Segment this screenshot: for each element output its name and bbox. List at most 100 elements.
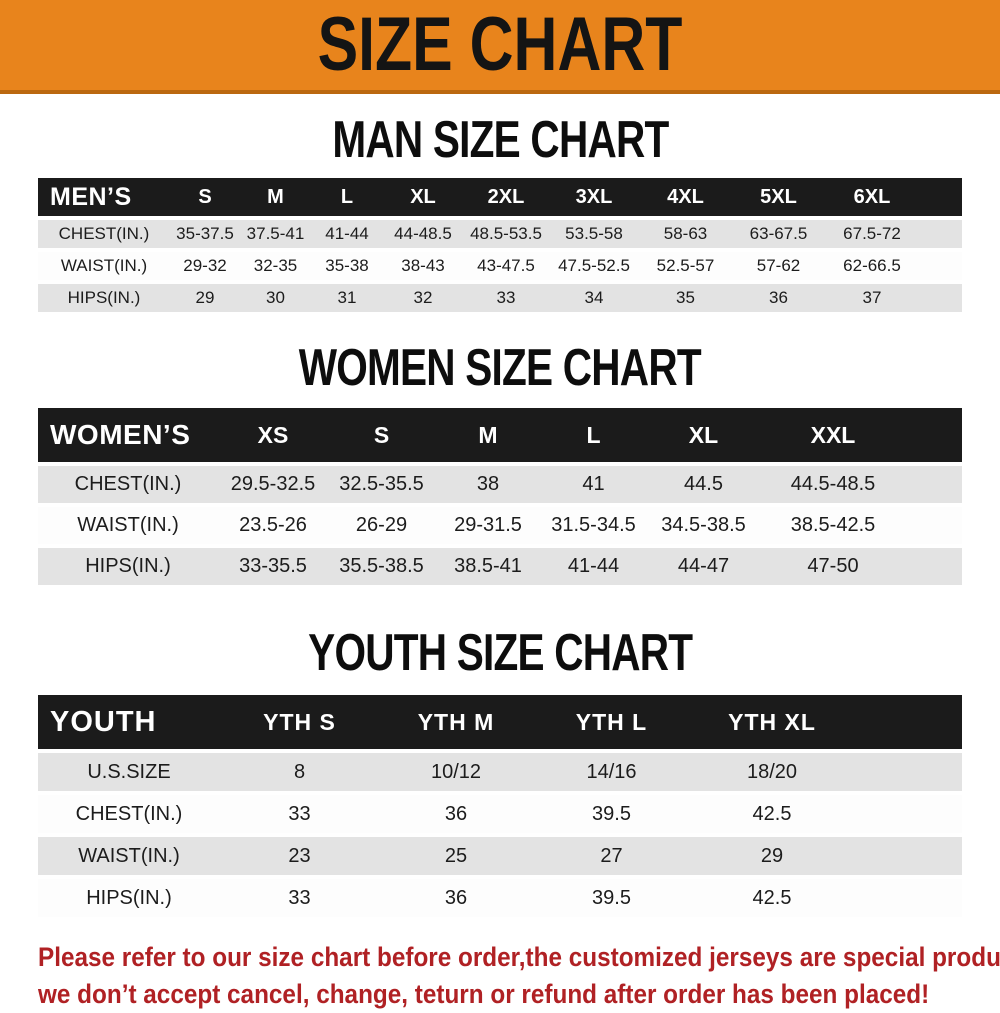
size-cell: 29 — [170, 284, 240, 312]
size-cell-filler — [854, 795, 962, 833]
size-cell: 41-44 — [541, 548, 646, 585]
youth-section-heading: YOUTH SIZE CHART — [0, 627, 1000, 679]
women-col-header: XS — [218, 408, 328, 462]
youth-col-header: YTH L — [533, 695, 690, 749]
women-header-row: WOMEN’S XS S M L XL XXL — [38, 408, 962, 462]
size-cell: 32.5-35.5 — [328, 466, 435, 503]
women-section-heading: WOMEN SIZE CHART — [0, 342, 1000, 394]
size-cell: 31 — [311, 284, 383, 312]
youth-size-table: YOUTH YTH S YTH M YTH L YTH XL U.S.SIZE … — [38, 691, 962, 921]
size-cell: 57-62 — [732, 252, 825, 280]
size-cell-filler — [919, 252, 962, 280]
size-cell: 52.5-57 — [639, 252, 732, 280]
men-col-header: 6XL — [825, 178, 919, 216]
women-header-filler — [905, 408, 962, 462]
size-cell: 23.5-26 — [218, 507, 328, 544]
size-cell-filler — [905, 548, 962, 585]
women-col-header: XXL — [761, 408, 905, 462]
youth-col-header: YTH S — [220, 695, 379, 749]
men-waist-row: WAIST(IN.) 29-32 32-35 35-38 38-43 43-47… — [38, 252, 962, 280]
size-cell: 58-63 — [639, 220, 732, 248]
women-col-header: S — [328, 408, 435, 462]
men-header-filler — [919, 178, 962, 216]
size-cell: 37.5-41 — [240, 220, 311, 248]
men-col-header: M — [240, 178, 311, 216]
size-cell: 44.5-48.5 — [761, 466, 905, 503]
youth-col-header: YTH M — [379, 695, 533, 749]
size-cell: 26-29 — [328, 507, 435, 544]
size-cell-filler — [854, 837, 962, 875]
size-cell: 38 — [435, 466, 541, 503]
banner: SIZE CHART — [0, 0, 1000, 94]
size-cell: 35.5-38.5 — [328, 548, 435, 585]
women-col-header: XL — [646, 408, 761, 462]
size-cell: 29-32 — [170, 252, 240, 280]
size-cell: 35-37.5 — [170, 220, 240, 248]
women-waist-row: WAIST(IN.) 23.5-26 26-29 29-31.5 31.5-34… — [38, 507, 962, 544]
men-chest-row: CHEST(IN.) 35-37.5 37.5-41 41-44 44-48.5… — [38, 220, 962, 248]
size-cell: 44.5 — [646, 466, 761, 503]
youth-section-heading-text: YOUTH SIZE CHART — [307, 624, 693, 682]
men-col-header: 2XL — [463, 178, 549, 216]
size-cell: 39.5 — [533, 879, 690, 917]
size-cell: 29 — [690, 837, 854, 875]
size-cell: 39.5 — [533, 795, 690, 833]
size-cell: 14/16 — [533, 753, 690, 791]
youth-hips-row: HIPS(IN.) 33 36 39.5 42.5 — [38, 879, 962, 917]
women-section-heading-text: WOMEN SIZE CHART — [298, 339, 702, 397]
row-label: CHEST(IN.) — [38, 220, 170, 248]
page-title: SIZE CHART — [317, 2, 683, 87]
size-cell: 35-38 — [311, 252, 383, 280]
size-cell: 67.5-72 — [825, 220, 919, 248]
row-label: CHEST(IN.) — [38, 466, 218, 503]
youth-header-filler — [854, 695, 962, 749]
size-cell: 27 — [533, 837, 690, 875]
size-cell: 48.5-53.5 — [463, 220, 549, 248]
youth-ussize-row: U.S.SIZE 8 10/12 14/16 18/20 — [38, 753, 962, 791]
size-cell: 8 — [220, 753, 379, 791]
size-cell: 23 — [220, 837, 379, 875]
men-col-header: 4XL — [639, 178, 732, 216]
women-size-table: WOMEN’S XS S M L XL XXL CHEST(IN.) 29.5-… — [38, 404, 962, 589]
size-cell: 32-35 — [240, 252, 311, 280]
size-cell: 35 — [639, 284, 732, 312]
size-cell: 29-31.5 — [435, 507, 541, 544]
size-cell: 32 — [383, 284, 463, 312]
size-cell: 31.5-34.5 — [541, 507, 646, 544]
youth-col-header: YTH XL — [690, 695, 854, 749]
size-cell: 33 — [463, 284, 549, 312]
men-col-header: L — [311, 178, 383, 216]
size-cell: 33 — [220, 879, 379, 917]
men-hips-row: HIPS(IN.) 29 30 31 32 33 34 35 36 37 — [38, 284, 962, 312]
size-cell: 42.5 — [690, 879, 854, 917]
size-cell-filler — [905, 466, 962, 503]
size-cell: 43-47.5 — [463, 252, 549, 280]
size-cell-filler — [905, 507, 962, 544]
men-corner-label: MEN’S — [38, 178, 170, 216]
size-cell-filler — [854, 879, 962, 917]
size-cell-filler — [919, 220, 962, 248]
size-cell: 36 — [732, 284, 825, 312]
men-col-header: 3XL — [549, 178, 639, 216]
men-section-heading-text: MAN SIZE CHART — [331, 111, 669, 169]
size-cell: 36 — [379, 795, 533, 833]
men-col-header: 5XL — [732, 178, 825, 216]
size-cell: 44-48.5 — [383, 220, 463, 248]
order-note: Please refer to our size chart before or… — [38, 939, 1000, 1013]
size-cell: 18/20 — [690, 753, 854, 791]
row-label: WAIST(IN.) — [38, 252, 170, 280]
men-col-header: S — [170, 178, 240, 216]
size-cell: 53.5-58 — [549, 220, 639, 248]
order-note-line-1: Please refer to our size chart before or… — [38, 942, 1000, 972]
size-cell: 38.5-41 — [435, 548, 541, 585]
youth-chest-row: CHEST(IN.) 33 36 39.5 42.5 — [38, 795, 962, 833]
order-note-line-2: we don’t accept cancel, change, teturn o… — [38, 979, 930, 1009]
size-cell: 30 — [240, 284, 311, 312]
row-label: WAIST(IN.) — [38, 837, 220, 875]
row-label: HIPS(IN.) — [38, 879, 220, 917]
size-cell: 25 — [379, 837, 533, 875]
size-cell: 47.5-52.5 — [549, 252, 639, 280]
size-cell-filler — [854, 753, 962, 791]
row-label: WAIST(IN.) — [38, 507, 218, 544]
